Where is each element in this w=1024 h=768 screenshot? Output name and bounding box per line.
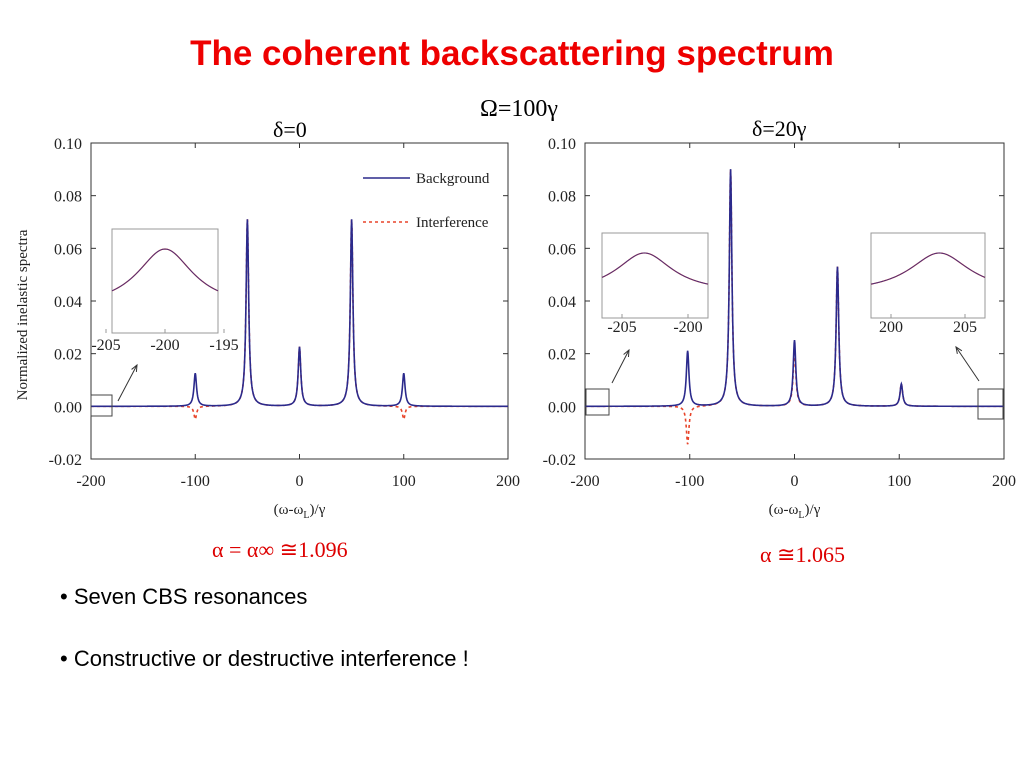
y-tick-label: 0.06 [54,241,82,258]
x-tick-label: -200 [570,473,599,490]
panel-label-left: δ=0 [273,117,307,142]
bullet-interference: • Constructive or destructive interferen… [60,646,469,671]
y-tick-label: -0.02 [543,452,576,469]
inset-arrow-head [623,348,630,358]
zoom-region-box [90,394,113,417]
inset-frame [601,232,709,319]
inset-frame [870,232,986,319]
x-tick-label: 200 [992,473,1016,490]
x-tick-label: -200 [76,473,105,490]
inset-tick-label: -200 [150,337,179,354]
y-tick-label: 0.02 [548,347,576,364]
panel-label-right: δ=20γ [752,116,807,141]
inset-tick-label: 200 [879,319,903,336]
legend-background-label: Background [416,171,490,187]
inset-frame [111,228,219,334]
x-tick-label: 100 [887,473,911,490]
inset-background-line [601,252,709,285]
x-tick-label: 200 [496,473,520,490]
x-tick-label: 100 [392,473,416,490]
inset-arrow [611,349,630,384]
zoom-region-box [585,388,610,416]
y-tick-label: 0.06 [548,241,576,258]
x-tick-label: -100 [181,473,210,490]
inset-tick-label: -205 [91,337,120,354]
bullet-resonances: • Seven CBS resonances [60,584,308,609]
y-tick-label: 0.00 [54,399,82,416]
y-tick-label: 0.04 [54,294,82,311]
legend-interference-label: Interference [416,215,489,231]
inset-arrow-head [131,363,138,373]
chart-panel-1: -0.02 0.00 0.02 0.04 0.06 0.08 0.10 -200 -100 0 10… [543,136,1016,521]
y-axis-label: Normalized inelastic spectra [15,229,31,400]
y-tick-label: -0.02 [49,452,82,469]
inset-tick-label: -195 [209,337,238,354]
chart-panel-0: -0.02 0.00 0.02 0.04 0.06 0.08 0.10 -200 -100 0 10… [15,136,520,521]
inset-tick-label: -205 [607,319,636,336]
inset-arrow [117,364,138,402]
slide-title: The coherent backscattering spectrum [190,34,834,73]
omega-label: Ω=100γ [480,96,558,122]
y-tick-label: 0.04 [548,294,576,311]
inset-background-line [111,248,219,292]
x-tick-label: 0 [791,473,799,490]
inset-tick-label: -200 [673,319,702,336]
y-tick-label: 0.10 [548,136,576,153]
y-tick-label: 0.10 [54,136,82,153]
background-series-line [91,219,508,408]
y-tick-label: 0.08 [548,189,576,206]
alpha-label-right: α ≅1.065 [760,542,845,567]
x-axis-label: (ω-ωL)/γ [769,502,821,521]
inset-tick-label: 205 [953,319,977,336]
y-tick-label: 0.02 [54,347,82,364]
x-tick-label: 0 [296,473,304,490]
x-tick-label: -100 [675,473,704,490]
inset-arrow-head [955,345,963,354]
background-series-line [585,169,1004,408]
zoom-region-box [977,388,1004,420]
alpha-label-left: α = α∞ ≅1.096 [212,537,348,562]
y-tick-label: 0.00 [548,399,576,416]
x-axis-label: (ω-ωL)/γ [274,502,326,521]
inset-arrow [955,346,980,382]
inset-background-line [870,252,986,285]
y-tick-label: 0.08 [54,189,82,206]
